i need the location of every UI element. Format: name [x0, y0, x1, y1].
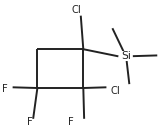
Text: Cl: Cl: [71, 5, 81, 15]
Text: Cl: Cl: [110, 87, 120, 96]
Text: F: F: [27, 117, 33, 127]
Text: F: F: [2, 84, 8, 94]
Text: Si: Si: [121, 51, 131, 61]
Text: F: F: [68, 117, 74, 127]
